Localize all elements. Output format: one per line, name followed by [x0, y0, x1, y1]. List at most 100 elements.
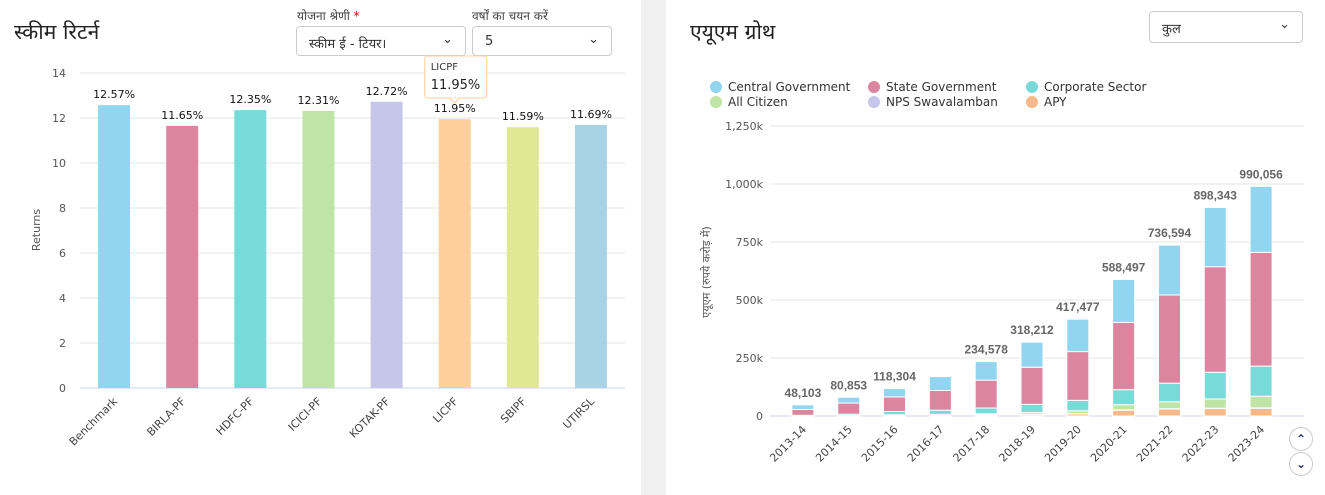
aum-growth-panel: एयूएम ग्रोथ कुल ⌄ 0 250k 500k 750k 1,000k 1,25… — [666, 0, 1325, 495]
x-tick-label: 2016-17 — [905, 423, 947, 465]
legend-marker — [710, 96, 722, 108]
chevron-down-icon: ⌄ — [588, 32, 599, 47]
bar-segment — [1203, 398, 1227, 409]
legend-marker — [1026, 81, 1038, 93]
bar-LICPF — [438, 119, 471, 388]
data-label: 12.31% — [297, 94, 339, 107]
bar-segment — [1066, 399, 1090, 412]
y-tick-label: 8 — [59, 202, 66, 215]
bar-segment — [1157, 244, 1181, 296]
bar-segment — [1020, 341, 1044, 368]
bar-segment — [1203, 266, 1227, 373]
x-tick-label: Benchmark — [67, 394, 121, 448]
legend-item: APY — [1044, 95, 1067, 109]
bar-segment — [1157, 401, 1181, 410]
x-tick-label: UTIRSL — [560, 394, 597, 431]
legend-item: Central Government — [728, 80, 851, 94]
returns-chart: 0 2 4 6 8 10 12 14 Returns 12.57% Benchmark 11.65% B… — [30, 55, 625, 448]
bar-SBIPF — [506, 127, 539, 388]
scheme-category-value: स्कीम ई - टियर। — [309, 37, 387, 52]
legend-marker — [1026, 96, 1038, 108]
y-tick-label: 6 — [59, 247, 66, 260]
bar-UTIRSL — [574, 124, 607, 388]
total-label: 417,477 — [1056, 300, 1100, 314]
legend-item: NPS Swavalamban — [886, 95, 998, 109]
years-label: वर्षों का चयन करें — [472, 9, 548, 23]
bar-segment — [1112, 409, 1136, 417]
scheme-category-select[interactable]: स्कीम ई - टियर। ⌄ — [296, 26, 466, 56]
scheme-category-label-text: योजना श्रेणी — [297, 9, 350, 23]
scroll-down-button[interactable]: ⌄ — [1289, 452, 1313, 476]
bar-segment — [1066, 351, 1090, 401]
bar-Benchmark — [98, 105, 131, 389]
legend-item: State Government — [886, 80, 997, 94]
x-tick-label: KOTAK-PF — [347, 395, 393, 441]
x-tick-label: 2017-18 — [951, 423, 993, 465]
x-tick-label: 2020-21 — [1088, 423, 1130, 465]
y-tick-label: 0 — [59, 382, 66, 395]
y-tick-label: 500k — [736, 294, 764, 307]
bar-HDFC-PF — [234, 110, 267, 388]
years-value: 5 — [485, 34, 494, 49]
total-label: 990,056 — [1239, 167, 1283, 181]
bar-segment — [928, 389, 952, 411]
bar-segment — [1112, 404, 1136, 411]
required-mark: * — [353, 9, 360, 23]
bar-segment — [1112, 321, 1136, 391]
bar-segment — [791, 404, 815, 410]
bar-segment — [928, 376, 952, 391]
x-tick-label: LICPF — [430, 395, 460, 425]
chevron-down-icon: ⌄ — [1279, 17, 1290, 32]
x-tick-label: 2013-14 — [767, 423, 809, 465]
y-tick-label: 4 — [59, 292, 66, 305]
y-tick-label: 2 — [59, 337, 66, 350]
y-tick-label: 1,000k — [725, 178, 763, 191]
total-label: 80,853 — [830, 378, 867, 392]
bar-segment — [1249, 407, 1273, 417]
y-axis-title: Returns — [30, 209, 43, 252]
tooltip-value: 11.95% — [431, 78, 481, 93]
bar-segment — [1249, 185, 1273, 253]
bar-segment — [1249, 365, 1273, 397]
y-tick-label: 750k — [736, 236, 764, 249]
y-tick-label: 1,250k — [725, 120, 763, 133]
bar-segment — [883, 388, 907, 398]
x-tick-label: 2021-22 — [1134, 423, 1176, 465]
x-tick-label: 2022-23 — [1180, 423, 1222, 465]
bar-segment — [1203, 408, 1227, 417]
scroll-up-button[interactable]: ⌃ — [1289, 427, 1313, 451]
bar-segment — [1157, 294, 1181, 384]
legend-item: All Citizen — [728, 95, 788, 109]
aum-filter-select[interactable]: कुल ⌄ — [1149, 11, 1303, 43]
total-label: 234,578 — [964, 343, 1008, 357]
aum-title: एयूएम ग्रोथ — [690, 20, 776, 44]
bar-segment — [883, 396, 907, 413]
total-label: 898,343 — [1194, 189, 1238, 203]
years-select[interactable]: 5 ⌄ — [472, 26, 612, 56]
aum-chart: 0 250k 500k 750k 1,000k 1,250k एयूएम (रुपये कर… — [700, 80, 1304, 465]
legend-item: Corporate Sector — [1044, 80, 1146, 94]
bar-segment — [1112, 278, 1136, 323]
tooltip-name: LICPF — [431, 62, 459, 73]
x-tick-label: 2018-19 — [996, 423, 1038, 465]
tooltip-pointer — [449, 97, 461, 104]
data-label: 12.57% — [93, 88, 135, 101]
total-label: 588,497 — [1102, 260, 1146, 274]
y-tick-label: 250k — [736, 352, 764, 365]
data-label: 12.72% — [366, 85, 408, 98]
bar-segment — [1066, 318, 1090, 353]
total-label: 48,103 — [785, 386, 822, 400]
data-label: 11.95% — [434, 102, 476, 115]
page-title: स्कीम रिटर्न — [14, 20, 100, 44]
y-tick-label: 12 — [52, 112, 66, 125]
bar-segment — [1020, 403, 1044, 413]
legend-marker — [868, 96, 880, 108]
bar-KOTAK-PF — [370, 101, 403, 389]
x-tick-label: HDFC-PF — [214, 395, 257, 438]
bar-segment — [974, 361, 998, 381]
bar-segment — [837, 396, 861, 404]
x-tick-label: BIRLA-PF — [144, 395, 188, 439]
bar-segment — [1249, 395, 1273, 409]
total-label: 736,594 — [1148, 226, 1192, 240]
x-tick-label: 2023-24 — [1226, 423, 1268, 465]
